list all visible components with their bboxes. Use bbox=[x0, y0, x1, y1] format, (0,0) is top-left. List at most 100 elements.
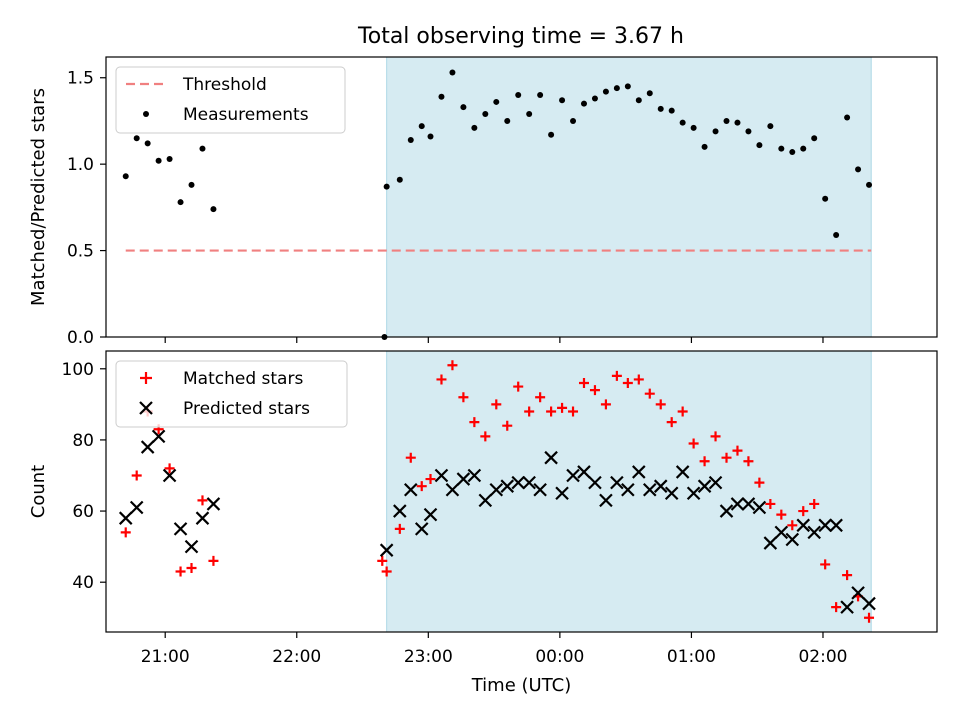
panel-2-matched-stars-point bbox=[546, 406, 557, 417]
panel-2-matched-stars-point bbox=[589, 385, 600, 396]
panel-1: 0.0 0.5 1.0 1.5 Matched/Predicted stars Thres… bbox=[28, 56, 938, 348]
panel-2-matched-stars-point bbox=[611, 370, 622, 381]
panel-1-measurements-point bbox=[668, 107, 675, 114]
panel-2-predicted-stars-point bbox=[708, 475, 723, 490]
panel-2-predicted-stars-point bbox=[686, 486, 701, 501]
panel-1-measurements-point bbox=[602, 88, 609, 95]
panel-2-predicted-stars-point bbox=[456, 472, 471, 486]
panel-2-predicted-stars-point bbox=[752, 500, 767, 515]
panel-2-matched-stars-point bbox=[776, 509, 787, 520]
panel-2-predicted-stars-point bbox=[151, 429, 166, 444]
panel-2-predicted-stars-point bbox=[664, 486, 679, 501]
panel-1-measurements-point bbox=[778, 145, 785, 152]
panel-2-matched-stars-point bbox=[622, 378, 633, 389]
panel-1-measurements-point bbox=[526, 111, 533, 118]
panel-2-matched-stars-point bbox=[377, 555, 388, 566]
panel-2-predicted-stars-point bbox=[621, 482, 635, 497]
panel-2-matched-stars-point bbox=[186, 562, 197, 573]
panel-1-measurements-point bbox=[537, 92, 544, 99]
panel-2-matched-stars-point bbox=[633, 374, 644, 385]
panel-2-y-tick-label: 60 bbox=[72, 502, 94, 522]
panel-2-matched-stars-point bbox=[732, 445, 743, 456]
panel-2-y-axis-label: Count bbox=[28, 465, 49, 518]
panel-2-predicted-stars-point bbox=[445, 482, 460, 497]
panel-1-measurements-point bbox=[712, 128, 719, 135]
panel-2-legend-x-swatch bbox=[139, 401, 153, 415]
panel-1-shaded-region bbox=[386, 56, 872, 338]
panel-1-measurements-point bbox=[438, 93, 445, 100]
panel-2-predicted-stars-point bbox=[489, 482, 504, 497]
panel-1-measurements-point bbox=[789, 149, 796, 156]
panel-2-matched-stars-point bbox=[809, 498, 820, 509]
panel-1-measurements-point bbox=[396, 176, 403, 183]
panel-1-measurements-point bbox=[504, 117, 511, 124]
panel-2-matched-stars-point bbox=[469, 417, 480, 428]
panel-1-measurements-point bbox=[690, 124, 697, 131]
panel-1-y-tick-label: 1.5 bbox=[67, 69, 94, 89]
panel-2-matched-stars-point bbox=[208, 555, 219, 566]
panel-1-measurements-point bbox=[657, 105, 664, 112]
panel-1-measurements-point bbox=[199, 145, 206, 152]
panel-2-matched-stars-point bbox=[578, 378, 589, 389]
panel-2-matched-stars-point bbox=[416, 481, 427, 492]
panel-2-predicted-stars-point bbox=[577, 465, 591, 479]
panel-2-matched-stars-point bbox=[491, 399, 502, 410]
panel-2-predicted-stars-point bbox=[675, 465, 690, 479]
panel-1-measurements-point bbox=[833, 232, 840, 239]
panel-2-x-tick-label: 21:00 bbox=[141, 647, 190, 667]
panel-2-axes-frame bbox=[105, 350, 938, 633]
panel-2-matched-stars-point bbox=[864, 612, 875, 623]
panel-1-axes-frame bbox=[105, 56, 938, 338]
panel-2-predicted-stars-point bbox=[195, 511, 210, 525]
panel-2-predicted-stars-point bbox=[478, 493, 493, 508]
panel-2-y-tick-label: 80 bbox=[72, 431, 94, 451]
panel-2-matched-stars-point bbox=[677, 406, 688, 417]
panel-2-x-axis-label: Time (UTC) bbox=[471, 675, 572, 696]
panel-2-predicted-stars-point bbox=[785, 532, 800, 547]
panel-2-matched-stars-point bbox=[842, 570, 853, 581]
panel-2-predicted-stars-point bbox=[511, 475, 525, 490]
panel-2-legend-label: Predicted stars bbox=[183, 399, 310, 419]
panel-1-legend-dot-swatch bbox=[143, 111, 149, 117]
panel-2-x-tick-label: 01:00 bbox=[667, 647, 716, 667]
panel-2-matched-stars-point bbox=[820, 559, 831, 570]
panel-1-measurements-point bbox=[460, 104, 467, 111]
panel-2-matched-stars-point bbox=[405, 452, 416, 463]
panel-2-legend-box bbox=[115, 360, 348, 428]
panel-2-predicted-stars-point bbox=[599, 493, 613, 508]
panel-2-matched-stars-point bbox=[425, 474, 436, 485]
panel-2-matched-stars-point bbox=[798, 506, 809, 517]
panel-1-measurements-point bbox=[449, 69, 456, 76]
panel-1-measurements-point bbox=[144, 140, 151, 147]
panel-2-predicted-stars-point bbox=[467, 468, 482, 483]
panel-2-matched-stars-point bbox=[164, 463, 175, 474]
panel-1-measurements-point bbox=[188, 181, 195, 188]
panel-2-matched-stars-point bbox=[743, 456, 754, 467]
panel-1-measurements-point bbox=[155, 157, 162, 164]
panel-2-matched-stars-point bbox=[175, 566, 186, 577]
panel-1-measurements-point bbox=[767, 123, 774, 130]
panel-2-matched-stars-point bbox=[197, 495, 208, 506]
panel-2: 40 60 80 100 21:00 22:00 23:00 00:00 01:00 02:00 C… bbox=[28, 350, 938, 696]
panel-2-matched-stars-point bbox=[557, 402, 568, 413]
panel-1-measurements-point bbox=[745, 128, 752, 135]
panel-2-predicted-stars-point bbox=[851, 586, 865, 600]
panel-2-predicted-stars-point bbox=[544, 450, 558, 465]
panel-2-predicted-stars-point bbox=[173, 522, 188, 536]
panel-2-matched-stars-point bbox=[458, 392, 469, 403]
panel-1-measurements-point bbox=[210, 206, 217, 213]
panel-2-matched-stars-point bbox=[131, 470, 142, 481]
panel-1-measurements-point bbox=[624, 83, 631, 90]
panel-2-matched-stars-point bbox=[381, 566, 392, 577]
panel-2-legend-plus-swatch bbox=[140, 372, 152, 384]
panel-2-matched-stars-point bbox=[765, 498, 776, 509]
panel-1-measurements-point bbox=[701, 143, 708, 150]
panel-2-predicted-stars-point bbox=[162, 468, 177, 483]
panel-1-measurements-point bbox=[122, 173, 129, 180]
panel-2-matched-stars-point bbox=[524, 406, 535, 417]
panel-1-measurements-point bbox=[493, 98, 500, 105]
panel-2-matched-stars-point bbox=[535, 392, 546, 403]
panel-2-predicted-stars-point bbox=[829, 518, 843, 533]
panel-2-predicted-stars-point bbox=[533, 482, 547, 497]
